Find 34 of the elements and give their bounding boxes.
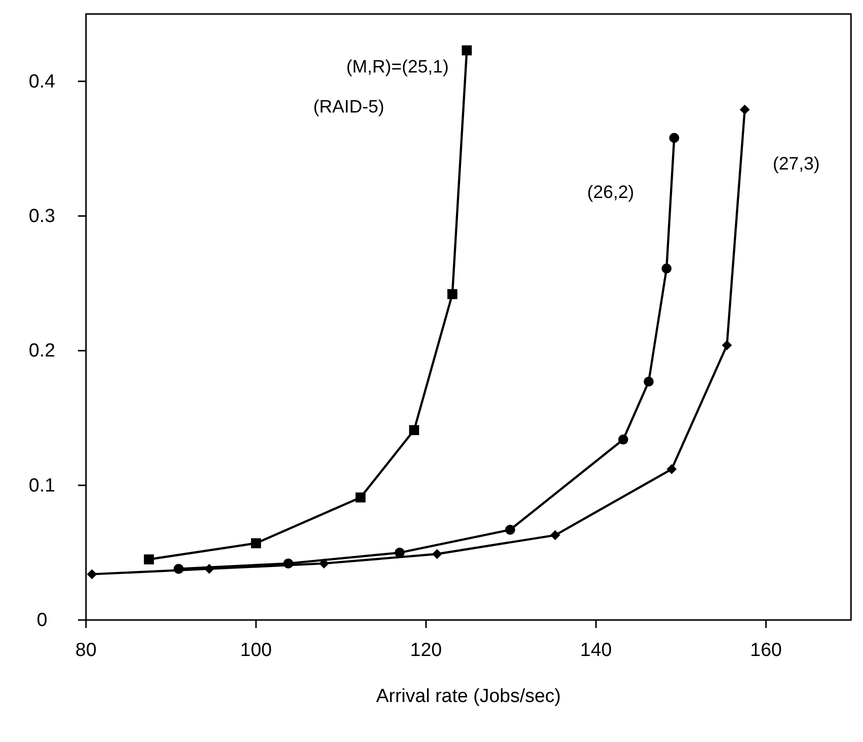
- x-tick-label: 120: [410, 640, 442, 661]
- x-tick-label: 100: [240, 640, 272, 661]
- x-tick-label: 140: [580, 640, 612, 661]
- point: [550, 530, 560, 540]
- y-tick-label: 0.1: [28, 475, 56, 496]
- point: [319, 558, 329, 568]
- point: [662, 264, 672, 274]
- point: [356, 492, 366, 502]
- point: [722, 340, 732, 350]
- point: [740, 104, 750, 115]
- point: [409, 425, 420, 436]
- point: [447, 289, 458, 300]
- text: (26,2): [587, 182, 634, 202]
- point: [644, 376, 654, 387]
- y-tick-label: 0.2: [28, 340, 56, 362]
- series-label: (M,R)=(25,1): [346, 56, 449, 76]
- x-tick-label: 80: [75, 640, 97, 661]
- point: [618, 434, 628, 445]
- point: [669, 132, 680, 143]
- point: [432, 549, 442, 560]
- x-axis-title: Arrival rate (Jobs/sec): [376, 686, 561, 707]
- point: [204, 564, 214, 574]
- annotation: (RAID-5): [313, 96, 384, 116]
- point: [251, 538, 261, 548]
- y-tick-label: 0: [36, 610, 48, 631]
- point: [86, 569, 97, 580]
- point: [462, 45, 472, 56]
- point: [144, 554, 154, 564]
- point: [505, 524, 516, 535]
- y-tick-label: 0.3: [28, 206, 56, 227]
- x-tick-label: 160: [750, 640, 782, 661]
- point: [666, 464, 677, 474]
- y-tick-label: 0.4: [28, 71, 56, 92]
- series-label: (27,3): [772, 154, 820, 174]
